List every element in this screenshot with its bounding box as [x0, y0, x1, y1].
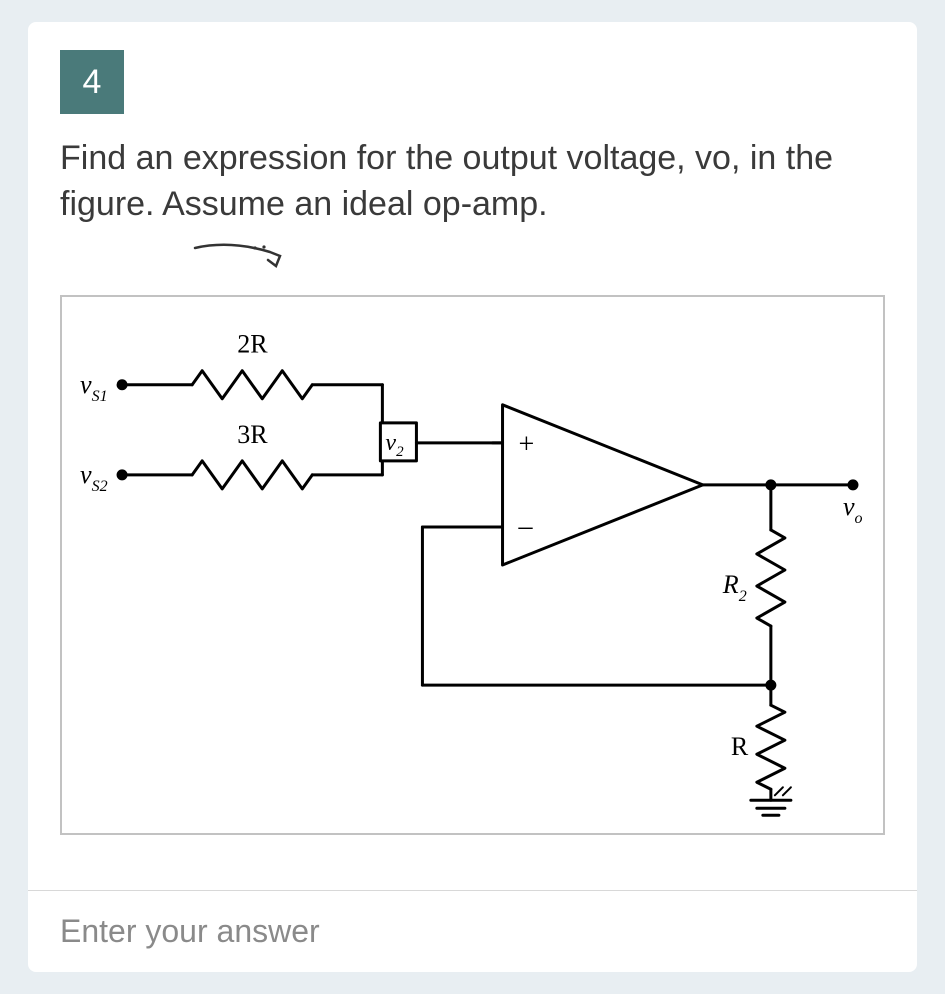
label-2r: 2R — [237, 330, 268, 359]
answer-input-area[interactable]: Enter your answer — [28, 890, 917, 950]
answer-placeholder: Enter your answer — [60, 913, 320, 949]
redaction-mark — [100, 242, 885, 281]
question-text: Find an expression for the output voltag… — [60, 136, 885, 228]
question-card: 4 Find an expression for the output volt… — [28, 22, 917, 972]
circuit-diagram: 2R 3R vS1 vS2 v2 + – vo R2 R — [60, 295, 885, 835]
label-vs1: vS1 — [80, 370, 108, 405]
label-vs2: vS2 — [80, 460, 108, 495]
circuit-svg: 2R 3R vS1 vS2 v2 + – vo R2 R — [62, 297, 883, 833]
question-number-badge: 4 — [60, 50, 124, 114]
label-r2: R2 — [722, 570, 747, 605]
label-r: R — [731, 732, 749, 761]
label-3r: 3R — [237, 420, 268, 449]
opamp-plus: + — [519, 429, 535, 460]
opamp-minus: – — [518, 511, 534, 542]
label-vo: vo — [843, 492, 863, 527]
question-number: 4 — [83, 63, 102, 102]
